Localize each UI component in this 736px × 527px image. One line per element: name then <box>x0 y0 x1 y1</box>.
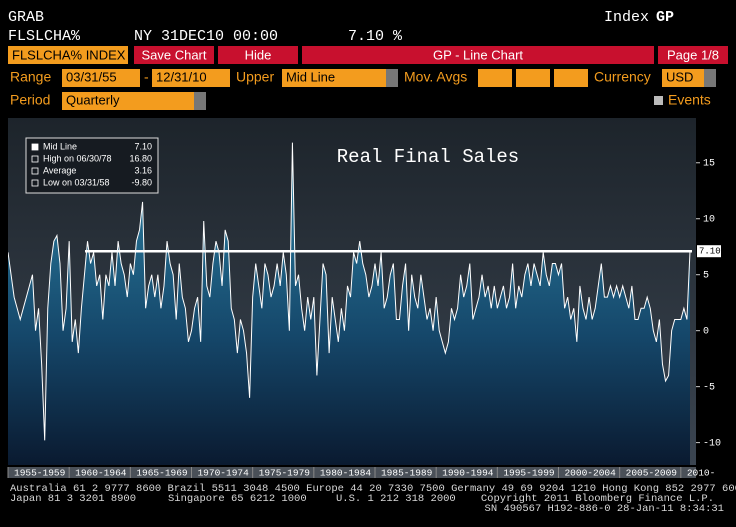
title-bar <box>302 46 654 64</box>
area <box>8 142 690 465</box>
x-band-label: 1995-1999 <box>503 468 555 479</box>
legend-value: -9.80 <box>131 177 152 187</box>
legend-name: Mid Line <box>43 141 77 151</box>
index-label: Index <box>604 9 649 26</box>
x-axis-bar <box>8 467 696 478</box>
page-box[interactable] <box>658 46 728 64</box>
legend-items: Mid Line 7.10 High on 06/30/78 16.80 Average… <box>31 141 152 187</box>
legend-icon <box>31 167 39 175</box>
mid-line-label: 7.10 <box>699 247 721 257</box>
legend-name: Low on 03/31/58 <box>43 177 110 187</box>
function-code: GP <box>656 9 674 26</box>
footer-line: Japan 81 3 3201 8900 <box>10 493 136 505</box>
legend-value: 3.16 <box>134 165 152 175</box>
upper: Mid Line <box>286 69 335 84</box>
line <box>8 142 691 441</box>
footer-line: Copyright 2011 Bloomberg Finance L.P. <box>481 493 714 505</box>
ticker: FLSLCHA% <box>8 28 81 45</box>
dropdown[interactable] <box>386 69 398 87</box>
period-field[interactable] <box>62 92 206 110</box>
dropdown[interactable] <box>704 69 716 87</box>
x-band-label: 1955-1959 <box>14 468 66 479</box>
legend-name: High on 06/30/78 <box>43 153 112 163</box>
footer-line: Singapore 65 6212 1000 <box>168 493 307 505</box>
last-value: 7.10 % <box>348 28 403 45</box>
events-checkbox[interactable] <box>654 96 663 105</box>
period: Quarterly <box>66 92 120 107</box>
mov-avg-field[interactable] <box>554 69 588 87</box>
legend-icon <box>31 143 39 151</box>
events-label: Events <box>668 92 711 108</box>
x-band-label: 1990-1994 <box>442 468 494 479</box>
x-band-label: 1970-1974 <box>197 468 249 479</box>
x-band-label: 2010- <box>687 468 716 479</box>
y-tick-label: 10 <box>703 214 715 225</box>
start-field[interactable] <box>62 69 140 87</box>
range-label: Range <box>10 69 51 85</box>
legend-value: 7.10 <box>134 141 152 151</box>
period-label: Period <box>10 92 50 108</box>
legend <box>25 137 159 194</box>
mov-avg-field[interactable] <box>478 69 512 87</box>
y-tick-label: 0 <box>703 326 709 337</box>
y-tick-label: -5 <box>703 382 715 393</box>
footer-line: U.S. 1 212 318 2000 <box>336 493 456 505</box>
grab: GRAB <box>8 9 44 26</box>
currency-field[interactable] <box>662 69 716 87</box>
start: 03/31/55 <box>66 69 117 84</box>
save-label: Save Chart <box>141 47 206 62</box>
currency-label: Currency <box>594 69 651 85</box>
exchange-date: NY 31DEC10 00:00 <box>134 28 278 45</box>
hide-button[interactable] <box>218 46 298 64</box>
footer-line: Australia 61 2 9777 8600 Brazil 5511 304… <box>10 483 736 495</box>
legend-icon <box>31 179 39 187</box>
chart-name: GP - Line Chart <box>433 47 523 62</box>
y-tick-label: 5 <box>703 270 709 281</box>
mov-avg-field[interactable] <box>516 69 550 87</box>
x-band-label: 2005-2009 <box>626 468 678 479</box>
y-tick-label: -10 <box>703 438 721 449</box>
hide-label: Hide <box>245 47 272 62</box>
end-field[interactable] <box>152 69 230 87</box>
save-button[interactable] <box>134 46 214 64</box>
x-band-label: 1960-1964 <box>75 468 127 479</box>
plot <box>8 142 692 465</box>
legend-name: Average <box>43 165 76 175</box>
currency: USD <box>666 69 693 84</box>
dropdown[interactable] <box>194 92 206 110</box>
footer-line: SN 490567 H192-886-0 28-Jan-11 8:34:31 <box>485 503 724 515</box>
x-band-label: 1985-1989 <box>381 468 433 479</box>
axes: -10 -5 0 5 10 15 7.10 1955-1959 1960-1964 1965-19… <box>7 158 721 479</box>
legend-value: 16.80 <box>129 153 152 163</box>
end: 12/31/10 <box>156 69 207 84</box>
upper-field[interactable] <box>282 69 398 87</box>
x-band-label: 1980-1984 <box>320 468 372 479</box>
dash: - <box>144 69 149 85</box>
x-band-label: 1965-1969 <box>136 468 188 479</box>
security-box[interactable] <box>8 46 128 64</box>
chart-title: Real Final Sales <box>337 146 519 168</box>
page: Page 1/8 <box>667 47 719 62</box>
mov-avgs-label: Mov. Avgs <box>404 69 467 85</box>
mid-line-tag <box>697 245 721 258</box>
legend-icon <box>31 155 39 163</box>
security: FLSLCHA% INDEX <box>12 47 126 62</box>
upper-label: Upper <box>236 69 274 85</box>
y-tick-label: 15 <box>703 158 715 169</box>
x-band-label: 2000-2004 <box>564 468 616 479</box>
x-band-label: 1975-1979 <box>259 468 311 479</box>
